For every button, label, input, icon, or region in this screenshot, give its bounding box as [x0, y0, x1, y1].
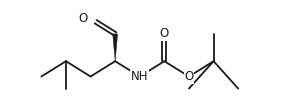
Text: O: O	[160, 27, 169, 40]
Text: NH: NH	[131, 70, 148, 83]
Text: O: O	[184, 70, 194, 83]
Polygon shape	[113, 34, 118, 61]
Text: O: O	[78, 12, 87, 25]
